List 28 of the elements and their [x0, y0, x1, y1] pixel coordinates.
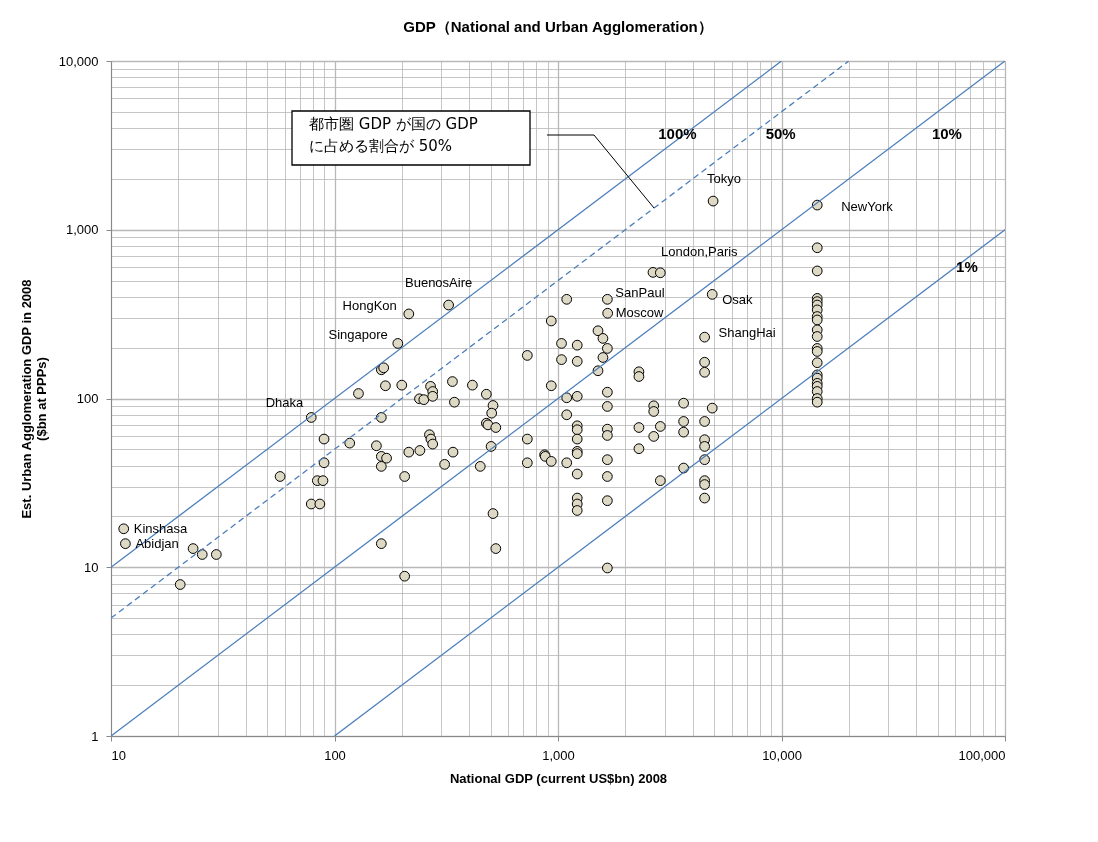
x-tick-label: 100,000 — [958, 747, 1006, 763]
annotation: London,Paris — [661, 244, 739, 260]
y-tick-label: 10 — [84, 559, 99, 575]
annotation: SanPaul — [615, 285, 665, 301]
annotation: Dhaka — [265, 395, 305, 411]
annotation: HongKon — [342, 297, 397, 313]
y-tick-label: 100 — [76, 391, 99, 406]
series-label: 1% — [956, 258, 978, 276]
annotation: NewYork — [841, 199, 894, 215]
annotation: 都市圏 GDP が国の GDP に占める割合が 50% — [309, 115, 478, 155]
annotation: Singapore — [328, 327, 388, 343]
annotation: Tokyo — [707, 171, 742, 187]
series-label: 10% — [931, 124, 962, 142]
y-tick-label: 10,000 — [58, 53, 99, 69]
annotation: Osak — [722, 292, 754, 308]
x-tick-label: 10 — [111, 747, 126, 763]
annotation: ShangHai — [718, 325, 776, 341]
annotation: Moscow — [615, 305, 664, 321]
x-axis-title: National GDP (current US$bn) 2008 — [449, 770, 668, 786]
y-tick-label: 1 — [91, 728, 99, 744]
y-axis-title: Est. Urban Agglomeration GDP in 2008 ($bn at PPPs) — [18, 279, 49, 519]
y-tick-label: 1,000 — [65, 222, 99, 238]
x-tick-label: 10,000 — [762, 747, 802, 763]
annotation: BuenosAire — [405, 275, 473, 291]
series-label: 50% — [765, 124, 796, 142]
x-tick-label: 1,000 — [542, 747, 575, 763]
x-tick-label: 100 — [324, 747, 346, 763]
chart-title: GDP（National and Urban Agglomeration） — [403, 18, 713, 35]
